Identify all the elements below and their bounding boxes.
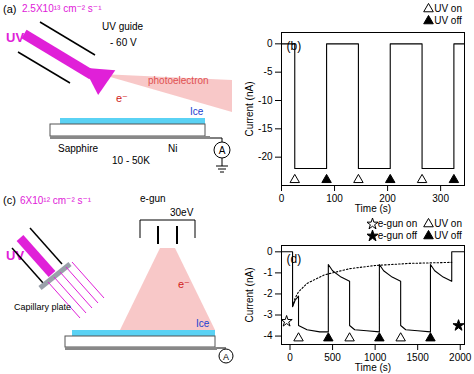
svg-text:(d): (d)	[287, 252, 302, 266]
svg-text:-5: -5	[264, 66, 273, 77]
svg-text:2.5X10¹³ cm⁻² s⁻¹: 2.5X10¹³ cm⁻² s⁻¹	[22, 3, 102, 14]
svg-text:1500: 1500	[407, 352, 430, 363]
svg-text:Ice: Ice	[196, 318, 210, 329]
svg-text:-10: -10	[258, 95, 273, 106]
svg-text:Capillary plate: Capillary plate	[14, 302, 71, 312]
svg-text:A: A	[223, 352, 229, 362]
html-text:e-gun on: e-gun on	[377, 218, 418, 229]
svg-text:300: 300	[432, 193, 449, 204]
svg-text:e-gun: e-gun	[140, 193, 166, 204]
svg-text:UV: UV	[6, 248, 24, 263]
svg-text:(a): (a)	[3, 3, 16, 15]
svg-text:10 - 50K: 10 - 50K	[112, 155, 150, 166]
svg-text:Sapphire: Sapphire	[58, 143, 98, 154]
svg-text:photoelectron: photoelectron	[148, 75, 209, 86]
svg-text:500: 500	[324, 352, 341, 363]
html-text:UV off: UV off	[434, 230, 462, 241]
html-text:UV on: UV on	[434, 218, 462, 229]
svg-text:UV guide: UV guide	[102, 21, 144, 32]
svg-text:-1: -1	[264, 267, 273, 278]
svg-text:Current (nA): Current (nA)	[244, 81, 255, 136]
svg-text:30eV: 30eV	[170, 207, 194, 218]
svg-text:0: 0	[287, 352, 293, 363]
svg-text:-15: -15	[258, 123, 273, 134]
svg-text:Time (s): Time (s)	[355, 362, 391, 373]
svg-text:Ice: Ice	[190, 106, 204, 117]
svg-text:Time (s): Time (s)	[355, 203, 391, 214]
svg-text:100: 100	[326, 193, 343, 204]
svg-text:-2: -2	[264, 288, 273, 299]
svg-text:200: 200	[379, 192, 396, 204]
svg-text:(b): (b)	[287, 39, 302, 53]
svg-text:0: 0	[267, 38, 273, 49]
svg-text:e⁻: e⁻	[116, 92, 128, 104]
svg-text:0: 0	[279, 193, 285, 204]
svg-text:(c): (c)	[3, 194, 16, 206]
html-text:UV on: UV on	[434, 3, 462, 14]
svg-text:A: A	[219, 145, 226, 156]
svg-text:- 60 V: - 60 V	[110, 37, 137, 48]
svg-text:Current (nA): Current (nA)	[244, 267, 255, 322]
svg-text:e⁻: e⁻	[178, 278, 190, 290]
svg-text:-20: -20	[258, 151, 273, 162]
svg-text:2000: 2000	[449, 352, 472, 363]
svg-text:-4: -4	[264, 330, 273, 341]
svg-text:UV: UV	[6, 30, 24, 45]
html-text:UV off: UV off	[434, 15, 462, 26]
html-text:e-gun off: e-gun off	[377, 230, 417, 241]
svg-text:-3: -3	[264, 309, 273, 320]
svg-text:Ni: Ni	[168, 143, 177, 154]
svg-text:6X10¹² cm⁻² s⁻¹: 6X10¹² cm⁻² s⁻¹	[20, 195, 92, 206]
svg-text:0: 0	[267, 246, 273, 257]
svg-text:1000: 1000	[364, 351, 387, 363]
